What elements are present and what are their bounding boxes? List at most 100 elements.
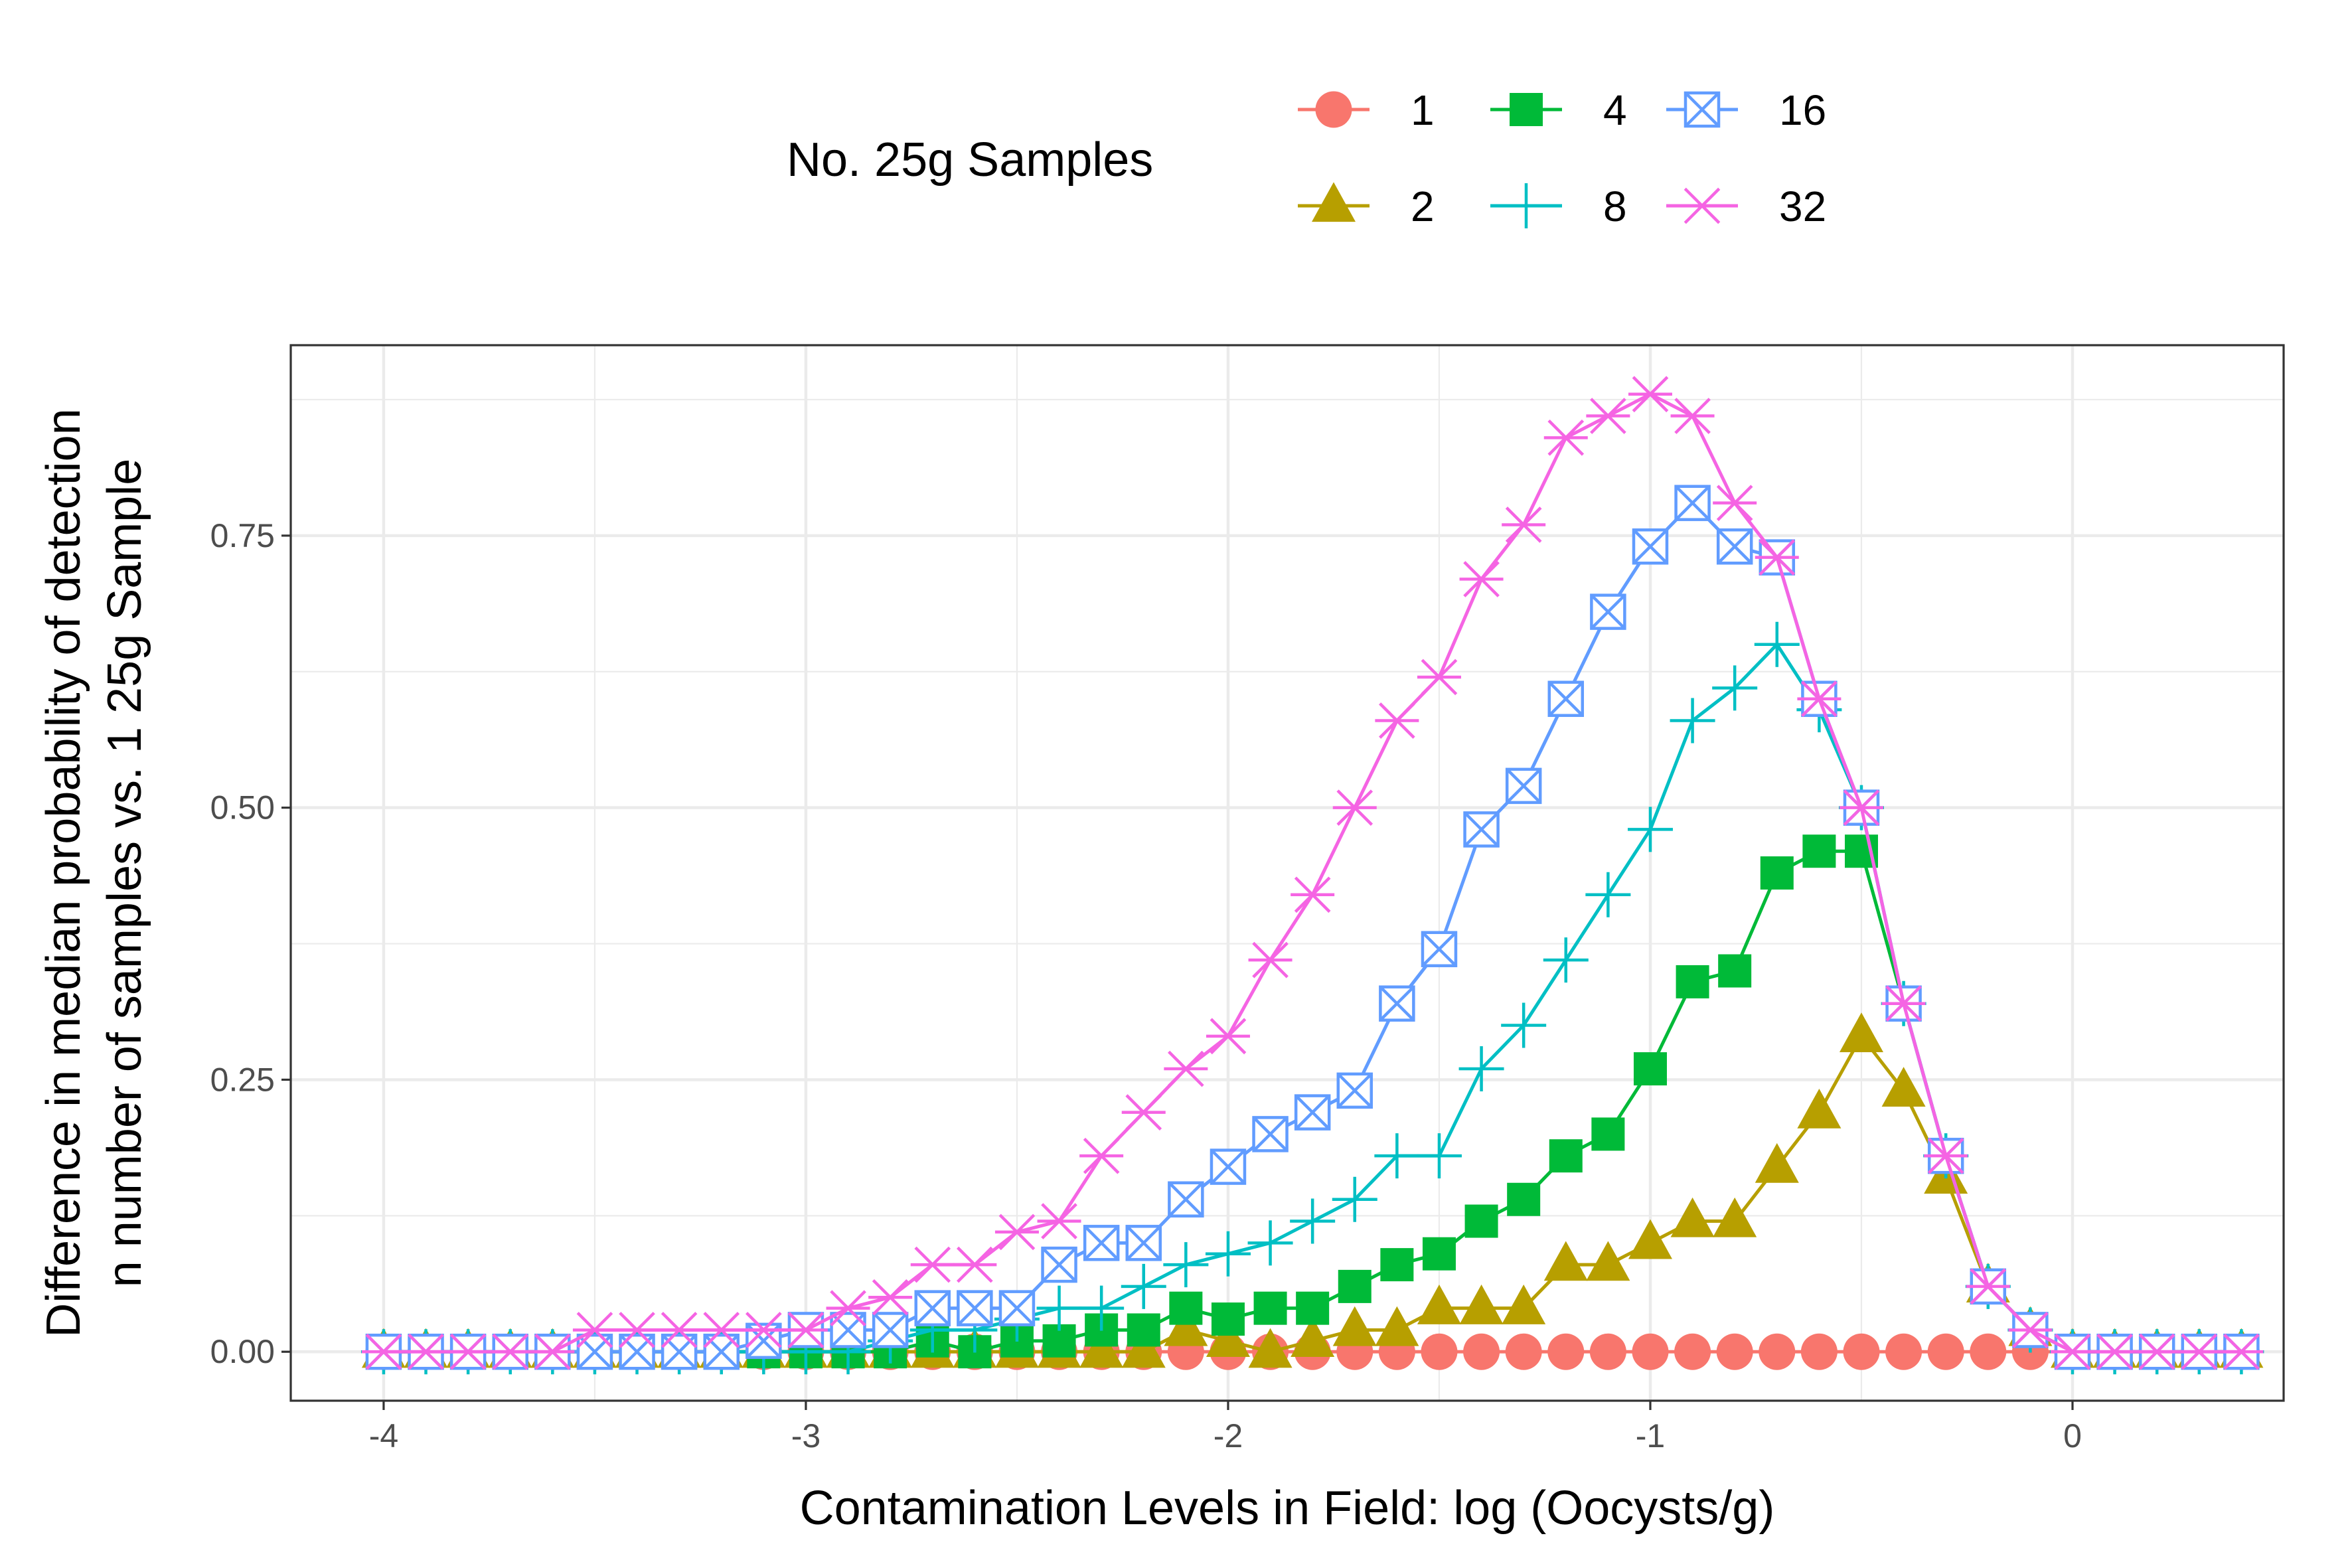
point <box>1797 1088 1842 1129</box>
point <box>1839 1012 1883 1053</box>
legend-label: 4 <box>1603 86 1627 134</box>
point-stroke <box>1083 1225 1119 1261</box>
point <box>1927 1333 1964 1370</box>
point <box>1164 1306 1208 1346</box>
y-tick-label: 0.50 <box>210 789 275 826</box>
point <box>572 1312 617 1348</box>
point <box>1338 1269 1372 1303</box>
point <box>2050 1333 2094 1370</box>
point-stroke <box>1210 1148 1246 1185</box>
point-stroke <box>1674 485 1711 521</box>
point <box>1290 1198 1336 1244</box>
point <box>1375 702 1419 739</box>
point-stroke <box>661 1312 698 1348</box>
point <box>1315 91 1352 128</box>
plot-series <box>360 376 2264 1375</box>
point <box>1632 528 1669 565</box>
point <box>1713 485 1757 522</box>
point <box>1421 931 1458 967</box>
legend-item-32: 32 <box>1666 183 1826 230</box>
point <box>1505 767 1542 805</box>
y-axis-title-line-2: n number of samples vs. 1 25g Sample <box>98 459 151 1288</box>
point <box>1628 1219 1672 1259</box>
point-stroke <box>957 1246 993 1283</box>
y-tick-label: 0.00 <box>210 1333 275 1370</box>
point-stroke <box>1506 768 1541 804</box>
point-stroke <box>576 1312 613 1348</box>
point <box>1755 539 1799 576</box>
point <box>1881 1067 1926 1107</box>
point-stroke <box>998 1214 1036 1251</box>
point-stroke <box>1168 1182 1204 1217</box>
legend-item-1: 1 <box>1298 86 1435 134</box>
point <box>1422 1237 1456 1271</box>
point <box>1252 1116 1289 1152</box>
point <box>914 1290 951 1326</box>
point <box>1718 954 1752 988</box>
point-stroke <box>1716 485 1753 522</box>
point <box>1121 1328 1166 1368</box>
point <box>2008 1312 2053 1348</box>
point <box>1248 941 1293 979</box>
point <box>1760 856 1794 890</box>
point <box>1417 1285 1461 1324</box>
legend-item-8: 8 <box>1490 183 1627 230</box>
point <box>783 1312 828 1348</box>
point <box>1463 1333 1500 1370</box>
point-stroke <box>1421 659 1458 696</box>
point <box>1590 593 1626 630</box>
point-stroke <box>830 1290 866 1327</box>
point-stroke <box>2096 1333 2133 1370</box>
point-stroke <box>957 1291 992 1326</box>
point-stroke <box>1547 419 1585 456</box>
point <box>1543 419 1588 456</box>
point <box>1547 1333 1585 1370</box>
point <box>1502 507 1546 543</box>
point <box>1375 1306 1419 1346</box>
point-stroke <box>492 1333 529 1370</box>
point <box>1206 1018 1250 1055</box>
point <box>1168 1181 1204 1218</box>
legend-label: 1 <box>1411 86 1435 134</box>
point <box>1966 1268 2010 1305</box>
point <box>446 1333 491 1370</box>
point <box>953 1246 997 1283</box>
point-stroke <box>1505 507 1542 543</box>
point-stroke <box>1885 985 1922 1022</box>
x-tick-label: 0 <box>2063 1417 2082 1454</box>
point <box>1121 1094 1166 1131</box>
point <box>1881 985 1926 1022</box>
point <box>1296 1291 1330 1325</box>
x-tick-label: -4 <box>369 1417 398 1454</box>
y-tick-label: 0.25 <box>210 1061 275 1098</box>
point <box>1797 680 1842 718</box>
point <box>1549 1139 1583 1173</box>
point-stroke <box>914 1246 951 1283</box>
point <box>1379 985 1415 1022</box>
y-tick-label: 0.75 <box>210 517 275 554</box>
point <box>1670 1197 1715 1237</box>
point <box>2219 1333 2264 1370</box>
legend-item-2: 2 <box>1298 182 1435 230</box>
point <box>1970 1333 2007 1370</box>
point <box>1713 1197 1757 1237</box>
point <box>661 1333 698 1370</box>
legend-label: 2 <box>1411 183 1435 230</box>
point-stroke <box>1843 789 1880 826</box>
point <box>2092 1333 2137 1370</box>
point <box>1121 1263 1166 1309</box>
point <box>1332 1306 1377 1346</box>
point-stroke <box>1041 1203 1077 1239</box>
point <box>1083 1225 1120 1261</box>
point <box>1632 1333 1669 1370</box>
point <box>1458 1046 1504 1092</box>
point <box>699 1312 744 1348</box>
point <box>1253 1291 1287 1325</box>
legend-items: 1 2 4 8 16 32 <box>1298 86 1826 230</box>
point <box>1041 1246 1077 1283</box>
point <box>1374 1133 1420 1179</box>
point <box>361 1333 406 1370</box>
point <box>826 1290 870 1327</box>
point <box>1543 937 1589 983</box>
point <box>1754 621 1800 667</box>
